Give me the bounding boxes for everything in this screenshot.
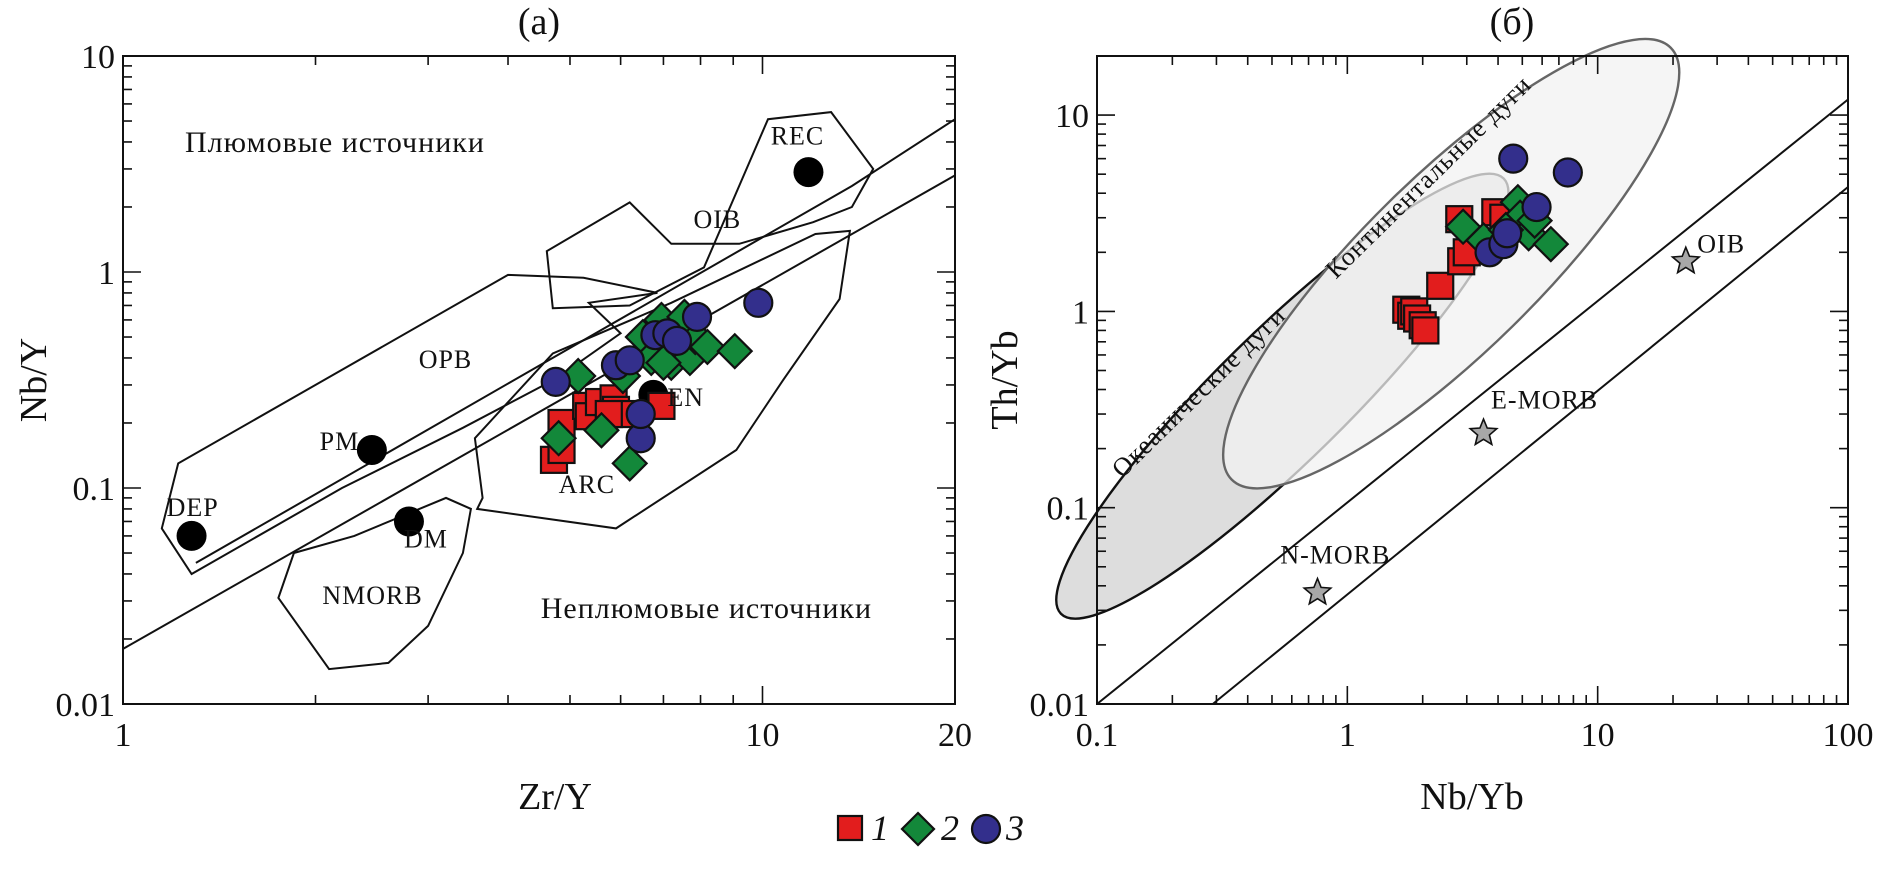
panel-b-x-tick-label: 1 xyxy=(1339,717,1356,754)
data-point-series-3 xyxy=(743,287,774,318)
panel-a-y-tick-label: 1 xyxy=(98,255,115,292)
panel-b-x-axis-label: Nb/Yb xyxy=(1420,776,1523,818)
field-label: OPB xyxy=(419,345,473,374)
panel-b-x-tick-label: 0.1 xyxy=(1076,717,1119,754)
reference-star-oib xyxy=(1670,245,1702,275)
panel-a-x-axis-label: Zr/Y xyxy=(518,776,592,818)
data-point-series-3 xyxy=(1498,143,1529,174)
panel-a-y-tick-label: 0.1 xyxy=(73,471,116,508)
data-point-series-3 xyxy=(1492,218,1523,249)
mantle-array-upper xyxy=(1096,98,1849,705)
data-point-series-2 xyxy=(1532,225,1570,263)
mantle-array-lower xyxy=(1212,186,1849,705)
reference-label: N-MORB xyxy=(1280,540,1390,569)
data-point-series-3 xyxy=(681,301,713,332)
panel-b-label: (б) xyxy=(1490,1,1535,43)
panel-a-y-axis-label: Nb/Y xyxy=(13,338,55,422)
legend-label-2: 2 xyxy=(941,808,959,848)
field-label: NMORB xyxy=(322,581,422,610)
field-label: PM xyxy=(320,427,360,456)
panel-a-x-tick-label: 1 xyxy=(115,717,132,754)
field-label: ARC xyxy=(559,470,615,499)
panel-a-y-tick-label: 10 xyxy=(81,39,115,76)
field-outline-arc xyxy=(473,229,852,530)
data-point-series-2 xyxy=(1444,208,1482,246)
legend-marker-square xyxy=(836,814,864,842)
panel-a-label: (a) xyxy=(518,1,560,43)
field-outline-nmorb xyxy=(277,496,473,671)
data-point-series-2 xyxy=(688,328,726,366)
field-label: OIB xyxy=(693,205,741,234)
panel-b-y-tick-label: 10 xyxy=(1055,98,1089,135)
plume-divider-upper xyxy=(195,118,956,564)
field-outline-opb xyxy=(160,273,658,576)
field-label: EN xyxy=(667,383,704,412)
data-point-series-1 xyxy=(1426,271,1455,300)
data-point-series-3 xyxy=(1552,157,1583,188)
panel-a-y-tick-label: 0.01 xyxy=(56,687,116,724)
data-point-series-3 xyxy=(540,366,571,397)
data-point-series-3 xyxy=(625,398,656,430)
data-point-series-1 xyxy=(1411,316,1440,345)
panel-a-plot-frame xyxy=(122,55,956,705)
data-point-series-2 xyxy=(583,411,620,449)
data-point-series-3 xyxy=(661,325,693,356)
panel-b-y-tick-label: 1 xyxy=(1072,294,1089,331)
reference-point-dm xyxy=(393,506,424,537)
data-point-series-2 xyxy=(611,444,649,482)
field-label: DM xyxy=(404,525,448,554)
legend-label-1: 1 xyxy=(871,808,889,848)
reference-point-rec xyxy=(793,157,824,188)
panel-a-x-tick-label: 20 xyxy=(938,717,972,754)
panel-a-zr-y-vs-nb-y: (a) Плюмовые источники Неплюмовые источни… xyxy=(13,1,972,818)
region-label: Неплюмовые источники xyxy=(541,592,872,625)
reference-label: E-MORB xyxy=(1491,386,1598,415)
reference-star-n-morb xyxy=(1302,576,1333,606)
panel-b-y-axis-label: Th/Yb xyxy=(984,330,1026,429)
data-point-series-2 xyxy=(644,344,682,382)
data-point-series-2 xyxy=(716,332,754,370)
legend: 1 2 3 xyxy=(836,808,1024,848)
plume-divider-lower xyxy=(122,174,956,650)
panel-b-y-tick-label: 0.1 xyxy=(1047,491,1090,528)
panel-b-x-tick-label: 100 xyxy=(1823,717,1874,754)
panel-b-x-tick-label: 10 xyxy=(1581,717,1615,754)
data-point-series-2 xyxy=(540,419,578,457)
data-point-series-3 xyxy=(614,345,645,376)
legend-marker-circle xyxy=(970,813,1002,845)
panel-b-plot-frame xyxy=(1096,55,1849,705)
field-label: DEP xyxy=(167,493,219,522)
reference-label: OIB xyxy=(1697,229,1745,258)
panel-b-y-tick-label: 0.01 xyxy=(1030,687,1090,724)
reference-star-e-morb xyxy=(1468,416,1499,447)
field-label: REC xyxy=(771,121,825,150)
region-label: Плюмовые источники xyxy=(185,126,485,159)
data-point-series-3 xyxy=(1521,191,1552,223)
legend-marker-diamond xyxy=(900,811,936,847)
field-outline-oib xyxy=(545,111,875,310)
reference-point-dep xyxy=(176,520,207,551)
legend-label-3: 3 xyxy=(1005,808,1024,848)
reference-point-pm xyxy=(356,434,387,465)
panel-a-x-tick-label: 10 xyxy=(745,717,779,754)
